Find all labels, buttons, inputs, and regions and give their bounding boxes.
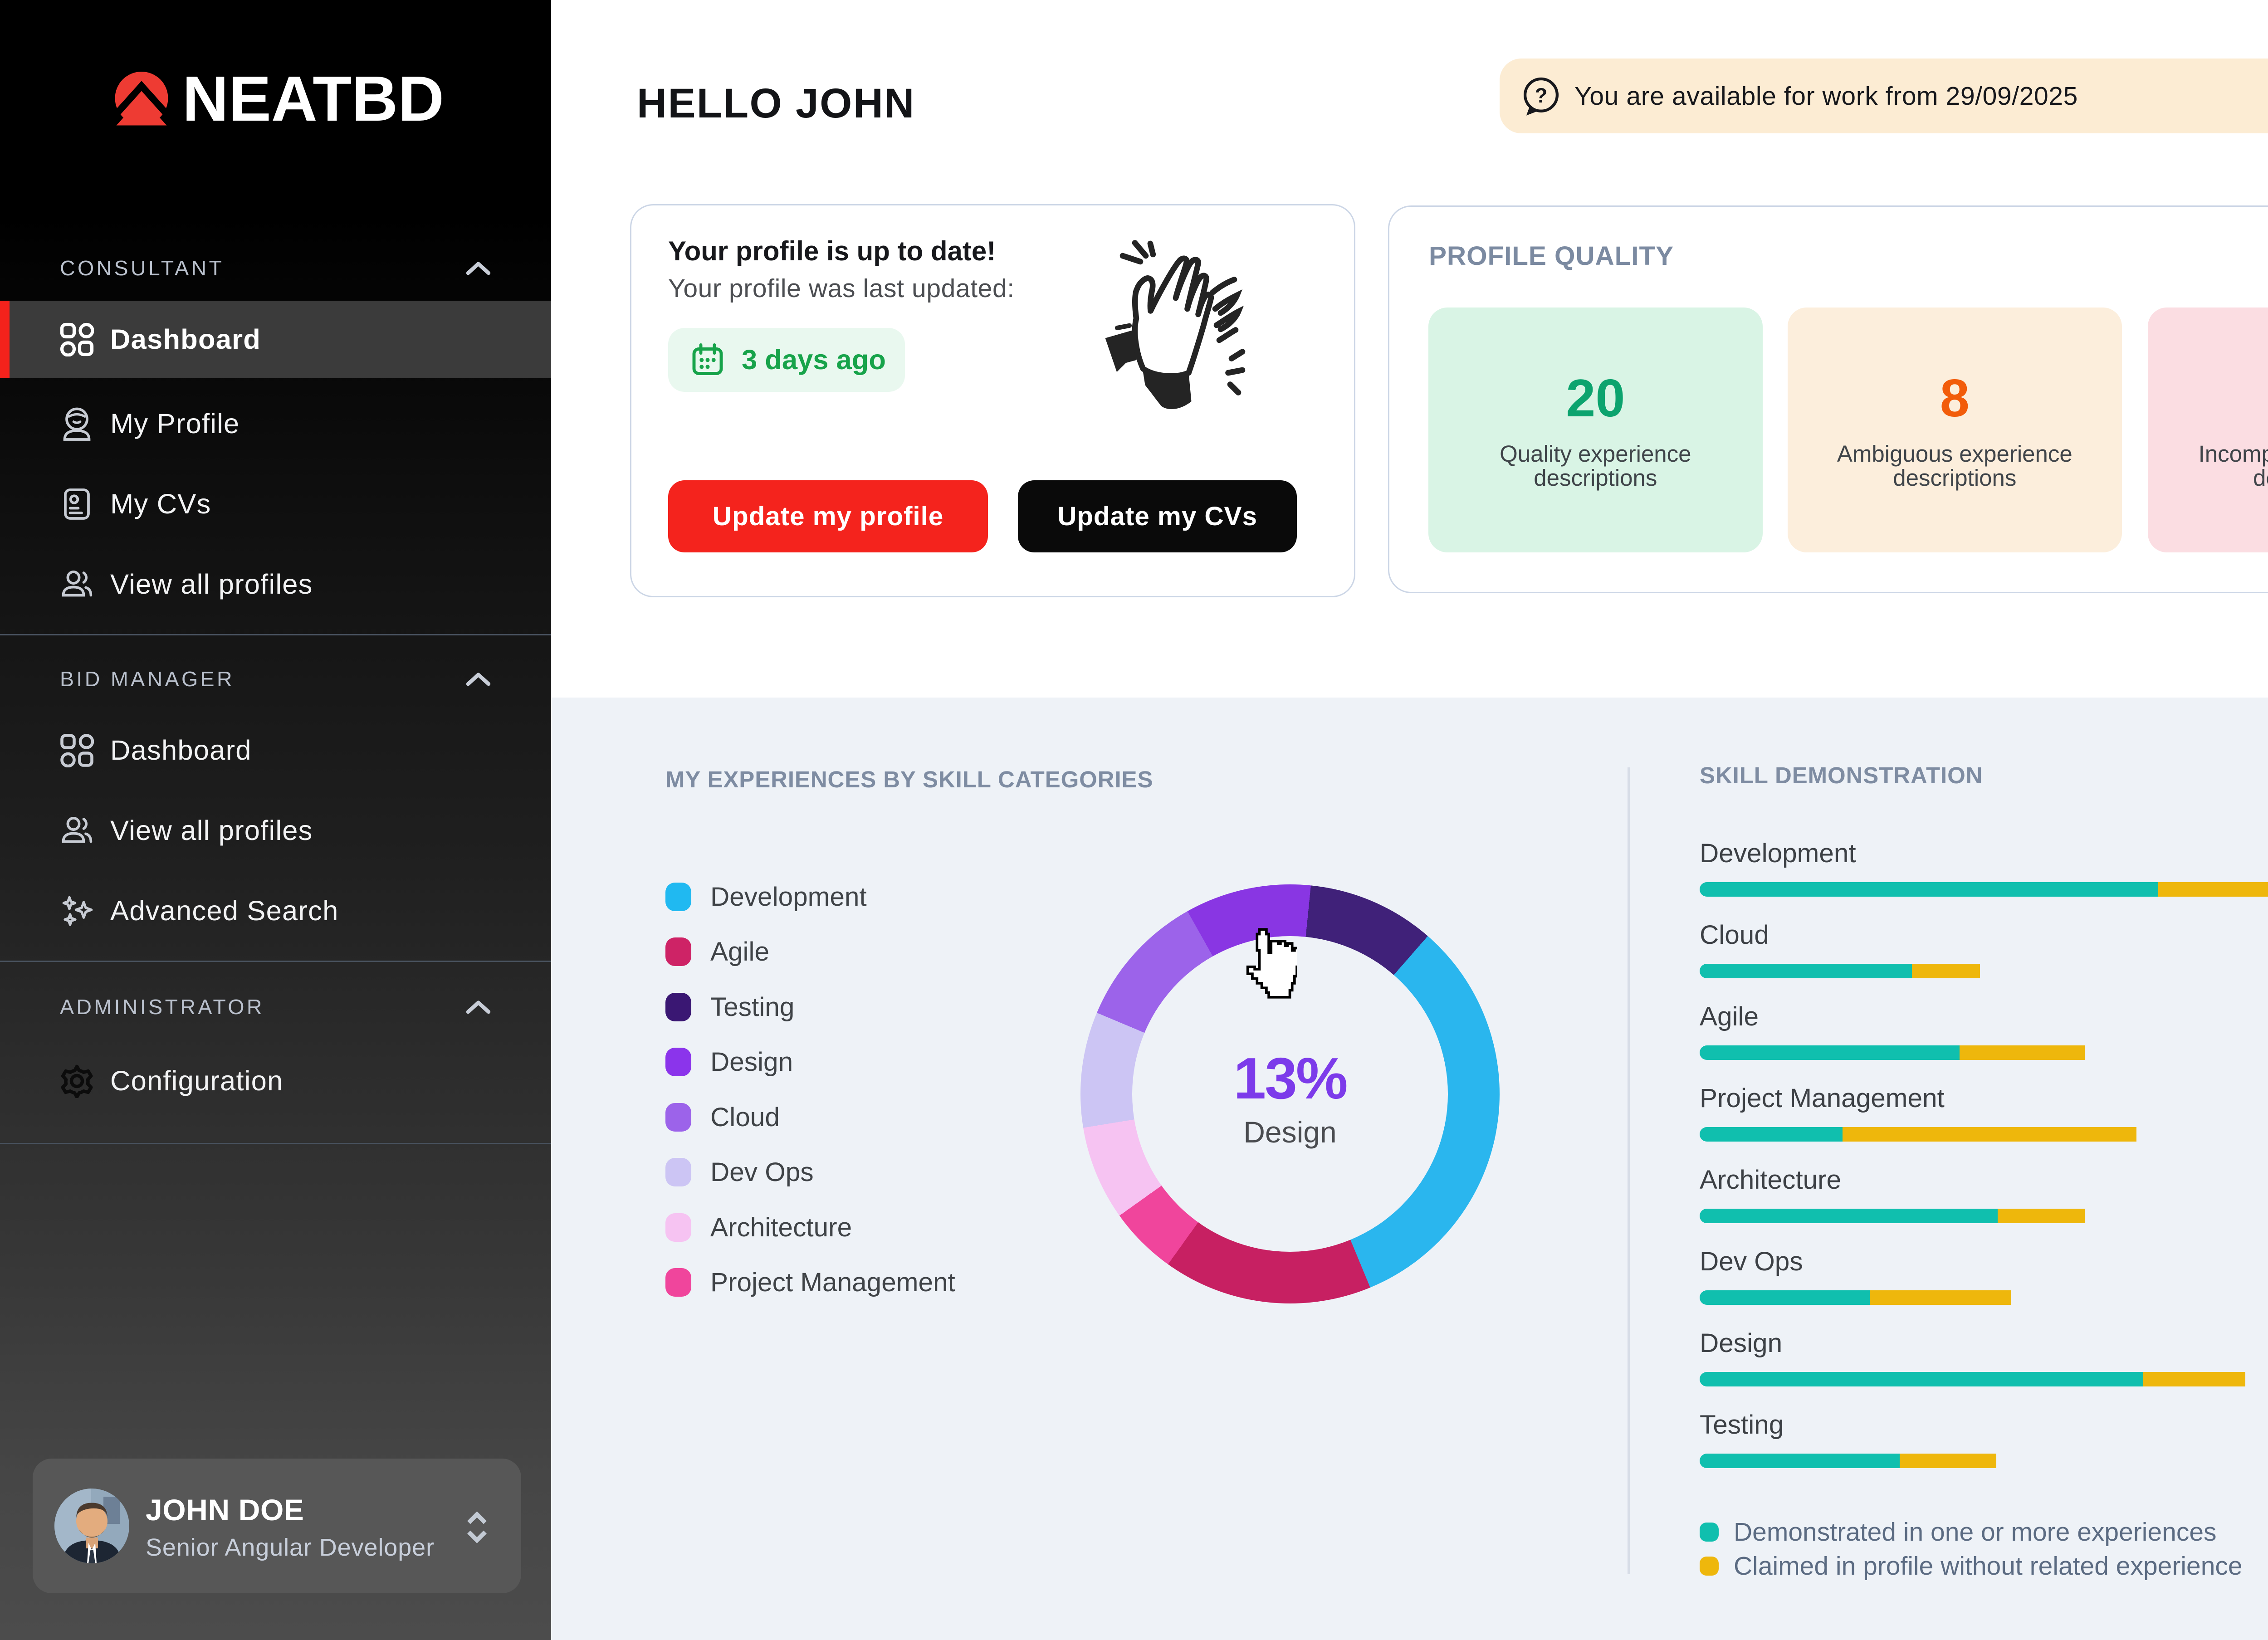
svg-text:?: ?: [1535, 84, 1548, 107]
